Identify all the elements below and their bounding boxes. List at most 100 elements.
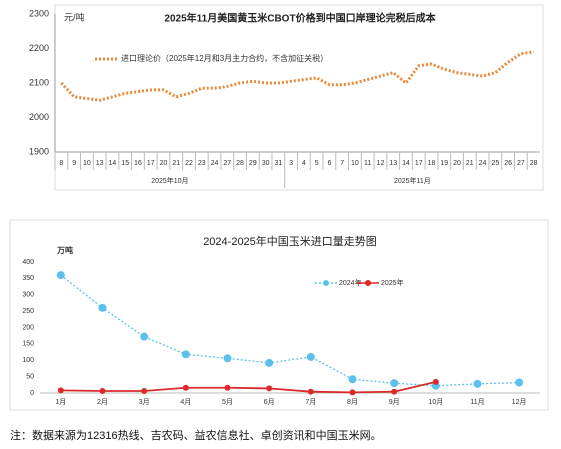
y-tick-label: 2000 — [29, 112, 49, 122]
x-tick-label: 23 — [198, 160, 206, 167]
y-tick-label: 400 — [22, 259, 34, 266]
x-tick-label: 14 — [402, 160, 410, 167]
legend-marker — [323, 280, 329, 286]
note: 注：数据来源为12316热线、吉农码、益农信息社、卓创资讯和中国玉米网。 — [10, 428, 382, 442]
x-tick-label: 11 — [364, 160, 371, 167]
y-unit: 万吨 — [56, 245, 73, 255]
x-tick-label: 30 — [262, 160, 270, 167]
marker — [98, 303, 107, 312]
x-tick-label: 19 — [440, 160, 448, 167]
y-tick-label: 100 — [22, 357, 34, 364]
x-tick-label: 16 — [134, 160, 142, 167]
x-tick-label: 12月 — [512, 398, 527, 406]
x-tick-label: 11月 — [470, 398, 484, 406]
x-tick-label: 5月 — [222, 398, 233, 406]
y-tick-label: 150 — [22, 341, 34, 348]
x-group-label: 2025年10月 — [151, 176, 188, 185]
x-group-label: 2025年11月 — [394, 176, 431, 185]
x-tick-label: 24 — [211, 160, 219, 167]
chart-title: 2024-2025年中国玉米进口量走势图 — [203, 234, 377, 248]
x-tick-label: 2月 — [97, 398, 108, 406]
legend-label: 2025年 — [381, 278, 404, 287]
x-tick-label: 27 — [223, 160, 231, 167]
x-tick-label: 1月 — [55, 398, 66, 406]
x-tick-label: 10 — [351, 160, 359, 167]
x-tick-label: 29 — [249, 160, 257, 167]
chart-frame — [9, 219, 549, 411]
marker — [181, 350, 190, 359]
marker — [141, 388, 148, 395]
marker — [306, 352, 315, 361]
y-tick-label: 2100 — [29, 77, 49, 87]
legend-marker — [365, 280, 371, 286]
x-tick-label: 3 — [289, 160, 293, 167]
x-tick-label: 27 — [517, 160, 525, 167]
marker — [99, 388, 106, 395]
series-line — [60, 380, 437, 394]
y-tick-label: 200 — [22, 324, 34, 331]
marker — [56, 271, 65, 280]
marker — [391, 388, 398, 395]
marker — [349, 389, 356, 396]
x-tick-label: 21 — [172, 160, 180, 167]
x-tick-label: 5 — [315, 160, 319, 167]
marker — [224, 384, 231, 391]
x-tick-label: 8月 — [347, 398, 358, 406]
x-tick-label: 18 — [428, 160, 436, 167]
x-tick-label: 24 — [479, 160, 487, 167]
x-tick-label: 13 — [389, 160, 397, 167]
y-tick-label: 1900 — [29, 146, 49, 156]
marker — [140, 332, 149, 341]
x-tick-label: 4月 — [180, 398, 191, 406]
x-tick-label: 6 — [327, 160, 331, 167]
x-tick-label: 31 — [274, 160, 282, 167]
legend-label: 进口理论价（2025年12月和3月主力合约，不含加征关税） — [121, 53, 328, 63]
marker — [265, 358, 274, 367]
x-tick-label: 14 — [109, 160, 117, 167]
marker — [182, 384, 189, 391]
marker — [223, 354, 232, 363]
marker — [432, 378, 439, 385]
x-tick-label: 7月 — [305, 398, 316, 406]
x-tick-label: 3月 — [139, 398, 150, 406]
x-tick-label: 6月 — [264, 398, 275, 406]
chart-title: 2025年11月美国黄玉米CBOT价格到中国口岸理论完税后成本 — [164, 12, 436, 25]
marker — [390, 379, 399, 388]
x-tick-label: 10月 — [428, 398, 443, 406]
marker — [348, 375, 357, 384]
x-tick-label: 28 — [236, 160, 244, 167]
x-tick-label: 26 — [504, 160, 512, 167]
x-tick-label: 20 — [160, 160, 168, 167]
y-tick-label: 0 — [30, 390, 34, 397]
series-line — [60, 274, 520, 387]
x-tick-label: 25 — [491, 160, 499, 167]
x-tick-label: 7 — [340, 160, 344, 167]
legend-label: 2024年 — [339, 278, 362, 287]
marker — [473, 379, 482, 388]
x-tick-label: 4 — [302, 160, 306, 167]
x-tick-label: 10 — [83, 160, 91, 167]
marker — [57, 387, 64, 394]
x-tick-label: 8 — [59, 160, 63, 167]
x-tick-label: 20 — [453, 160, 461, 167]
y-tick-label: 2200 — [29, 43, 49, 53]
y-tick-label: 50 — [26, 373, 34, 380]
x-tick-label: 17 — [147, 160, 155, 167]
x-tick-label: 9月 — [389, 398, 400, 406]
x-tick-label: 17 — [415, 160, 423, 167]
y-tick-label: 250 — [22, 308, 34, 315]
x-tick-label: 22 — [185, 160, 193, 167]
y-tick-label: 300 — [22, 292, 34, 299]
x-tick-label: 13 — [96, 160, 104, 167]
y-tick-label: 2300 — [29, 8, 49, 18]
marker — [307, 388, 314, 395]
x-tick-label: 12 — [377, 160, 385, 167]
y-unit: 元/吨 — [64, 11, 85, 22]
y-tick-label: 350 — [22, 275, 34, 282]
x-tick-label: 9 — [72, 160, 76, 167]
x-tick-label: 15 — [121, 160, 129, 167]
marker — [266, 385, 273, 392]
x-tick-label: 21 — [466, 160, 474, 167]
marker — [515, 378, 524, 387]
